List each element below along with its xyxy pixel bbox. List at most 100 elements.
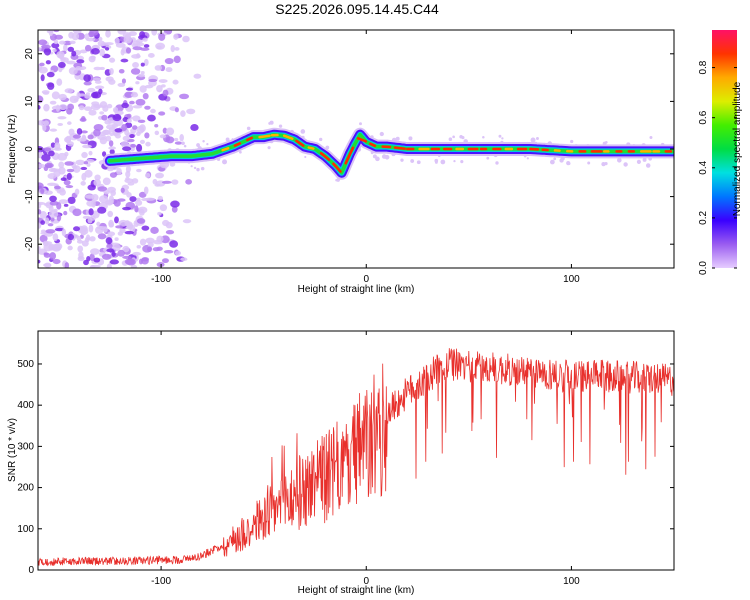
noise-speck (131, 54, 141, 59)
spectral-ridge (102, 127, 674, 180)
noise-speck (52, 258, 61, 265)
ridge-halo-speck (587, 161, 591, 165)
noise-speck (64, 88, 74, 94)
noise-speck (142, 92, 149, 100)
noise-speck (80, 181, 86, 186)
ridge-peak-segment (356, 137, 368, 143)
noise-speck (49, 252, 57, 260)
noise-speck (129, 224, 136, 233)
noise-speck (63, 203, 69, 207)
noise-speck (120, 187, 125, 193)
noise-speck (57, 61, 66, 69)
noise-speck (169, 240, 179, 248)
ridge-halo-speck (434, 160, 438, 164)
noise-speck (105, 47, 110, 51)
noise-speck (121, 123, 128, 131)
ridge-halo-speck (452, 135, 455, 139)
noise-speck (86, 162, 91, 167)
noise-speck (87, 134, 94, 140)
noise-speck (159, 134, 167, 139)
noise-speck (84, 169, 93, 178)
ridge-halo-speck (408, 136, 413, 141)
noise-speck (57, 152, 68, 161)
noise-speck (106, 167, 114, 172)
noise-speck (87, 87, 96, 93)
noise-speck (121, 102, 129, 109)
noise-speck (109, 222, 115, 228)
noise-speck (126, 258, 136, 266)
noise-speck (109, 132, 115, 137)
noise-speck (147, 53, 155, 58)
noise-speck (38, 259, 41, 264)
noise-speck (83, 161, 89, 165)
noise-speck (130, 264, 138, 268)
noise-speck (50, 217, 55, 222)
spectrogram-x-axis: -100 0 100 (151, 30, 580, 285)
noise-speck (126, 113, 132, 118)
noise-speck (160, 84, 166, 88)
noise-speck (39, 234, 48, 243)
snr-line (38, 348, 674, 567)
ridge-halo-speck (526, 157, 529, 160)
y-tick-label: 10 (24, 95, 35, 107)
noise-speck (53, 30, 60, 33)
noise-speck (127, 182, 135, 186)
noise-speck (165, 67, 173, 73)
noise-speck (40, 188, 45, 194)
noise-speck (132, 105, 143, 109)
noise-speck (88, 208, 94, 216)
ridge-halo-speck (623, 162, 628, 167)
noise-speck (45, 229, 56, 234)
noise-speck (40, 74, 45, 82)
noise-speck (67, 121, 72, 125)
noise-speck (174, 107, 179, 113)
ridge-halo-speck (461, 135, 465, 140)
ridge-halo-speck (530, 137, 536, 143)
noise-speck (105, 135, 112, 142)
noise-speck (40, 220, 46, 225)
noise-speck (156, 235, 164, 243)
noise-speck (82, 215, 91, 220)
noise-speck (75, 65, 82, 71)
noise-speck (98, 195, 109, 204)
noise-speck (58, 93, 67, 101)
noise-speck (106, 103, 113, 109)
noise-speck (173, 55, 181, 64)
noise-speck (41, 90, 50, 94)
ridge-halo-speck (269, 120, 274, 125)
colorbar-gradient (712, 30, 737, 268)
spectrogram-y-label: Frequency (Hz) (7, 115, 18, 184)
noise-speck (47, 82, 55, 90)
noise-speck (102, 226, 108, 233)
noise-speck (137, 73, 146, 78)
noise-speck (46, 164, 53, 168)
noise-speck (124, 220, 131, 227)
noise-speck (64, 161, 74, 166)
ridge-halo-speck (196, 167, 200, 172)
ridge-halo-speck (460, 160, 464, 164)
noise-speck (190, 124, 199, 131)
noise-speck (170, 200, 180, 208)
noise-speck (54, 227, 65, 232)
spectrogram-y-axis: -20 -10 0 10 20 (24, 48, 674, 251)
noise-speck (136, 244, 142, 249)
noise-speck (89, 30, 99, 36)
noise-speck (38, 222, 42, 229)
noise-speck (122, 206, 132, 211)
noise-speck (108, 78, 116, 85)
noise-speck (120, 58, 129, 63)
noise-speck (80, 166, 88, 171)
ridge-halo-speck (379, 131, 384, 137)
noise-speck (141, 257, 150, 262)
noise-speck (76, 236, 82, 242)
noise-speck (138, 191, 147, 198)
noise-speck (104, 119, 112, 125)
noise-speck (147, 241, 154, 248)
noise-speck (76, 128, 83, 135)
ridge-halo-speck (535, 136, 539, 140)
ridge-peak-segment (344, 146, 355, 165)
noise-speck (38, 120, 45, 126)
ridge-halo-speck (482, 135, 485, 139)
noise-speck (114, 216, 119, 224)
